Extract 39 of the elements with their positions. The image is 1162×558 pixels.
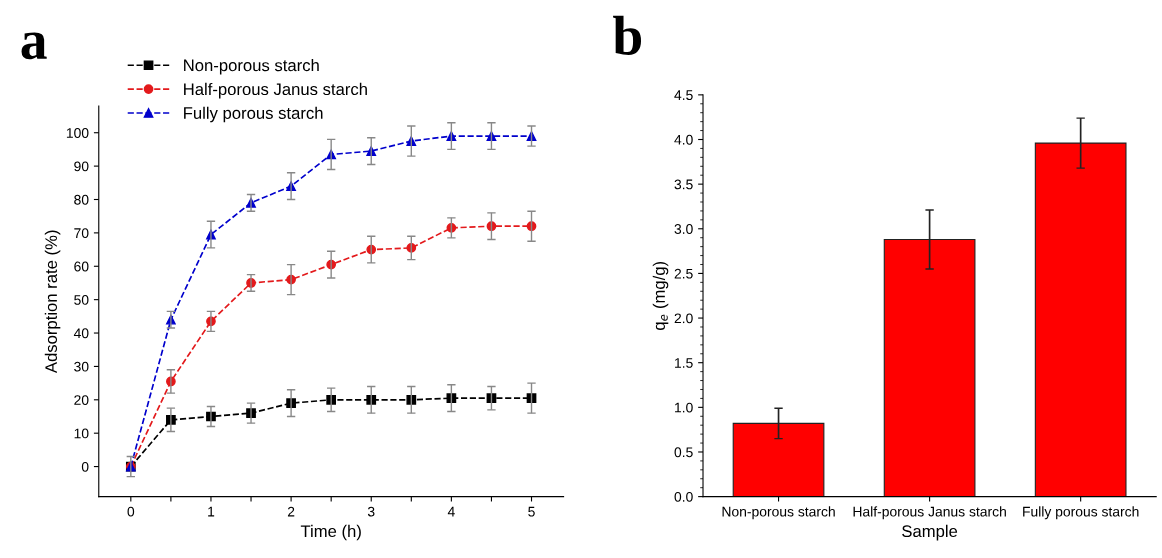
y-tick-label: 4.5	[674, 90, 693, 101]
y-tick-label: 4.0	[674, 134, 693, 145]
y-tick-label: 10	[74, 428, 89, 439]
x-tick-label: 1	[208, 506, 215, 517]
legend-label: Fully porous starch	[184, 106, 323, 123]
x-tick-label: 4	[447, 506, 455, 517]
y-tick-label: 0.0	[674, 491, 693, 502]
x-tick-label: 5	[528, 506, 535, 517]
x-tick-label: 0	[127, 506, 135, 517]
x-tick-label: 2	[287, 506, 295, 517]
y-tick-label: 100	[66, 128, 89, 138]
x-tick-label: Half-porous Janus starch	[853, 506, 1006, 520]
y-tick-label: 1.0	[675, 402, 693, 413]
y-tick-label: 2.0	[674, 313, 693, 324]
y-tick-label: 80	[74, 194, 89, 205]
y-tick-label: 90	[74, 161, 89, 172]
y-tick-label: 20	[74, 395, 89, 405]
y-tick-label: 3.5	[674, 179, 693, 190]
legend-label: Half-porous Janus starch	[184, 82, 367, 99]
x-tick-label: 3	[367, 506, 375, 517]
y-tick-label: 2.5	[674, 268, 693, 279]
y-axis-title: Adsorption rate (%)	[44, 230, 61, 374]
y-tick-label: 30	[74, 361, 89, 372]
y-tick-label: 3.0	[674, 224, 693, 234]
y-tick-label: 0.5	[674, 447, 693, 458]
y-tick-label: 60	[74, 261, 89, 272]
y-tick-label: 40	[73, 328, 89, 339]
x-axis-title: Sample	[902, 524, 958, 541]
x-tick-label: Fully porous starch	[1023, 506, 1139, 520]
y-tick-label: 0	[81, 461, 89, 472]
chart-title: a	[21, 32, 47, 60]
y-tick-label: 50	[74, 294, 89, 305]
y-axis-title: q$_{e}$ (mg/g)	[652, 261, 669, 331]
legend-label: Non-porous starch	[184, 58, 319, 75]
chart-title: b	[613, 15, 642, 55]
x-axis-title: Time (h)	[300, 524, 361, 541]
y-tick-label: 1.5	[675, 358, 693, 368]
x-tick-label: Non-porous starch	[722, 506, 835, 520]
y-tick-label: 70	[74, 228, 89, 239]
